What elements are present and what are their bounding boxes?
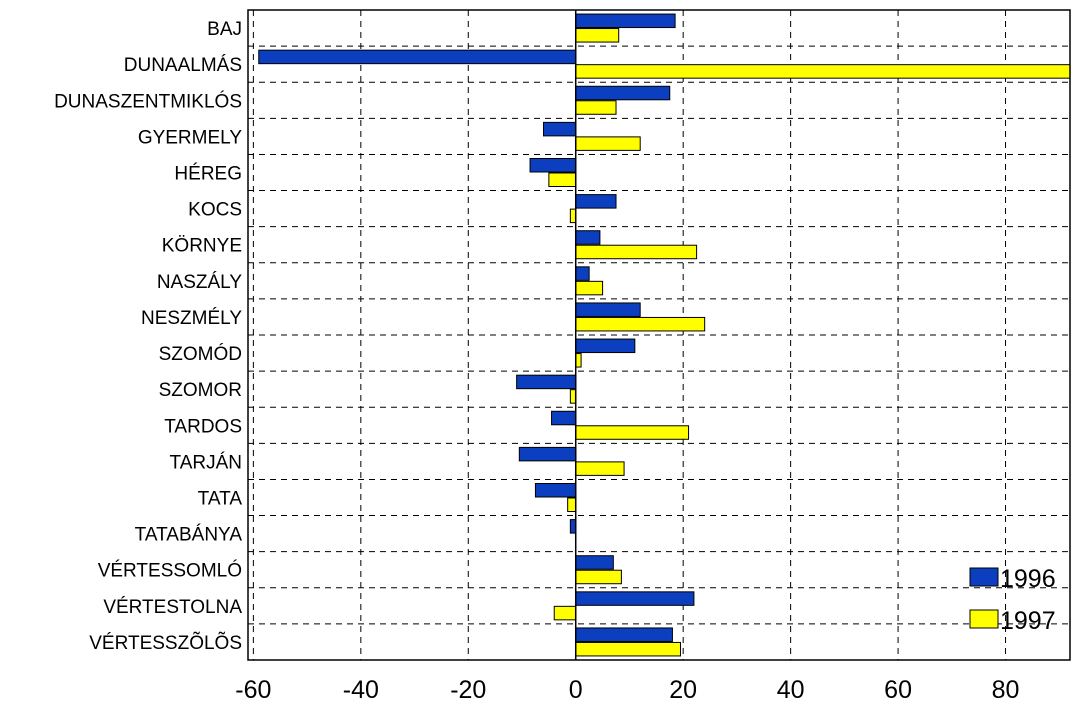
bar-1996-3 — [542, 121, 577, 137]
category-label: TATA — [198, 489, 243, 510]
bar-1996-12 — [518, 446, 577, 462]
category-label: VÉRTESSZÕLÕS — [89, 632, 242, 654]
category-label: NASZÁLY — [157, 272, 243, 293]
bar-1996-13 — [534, 483, 577, 498]
x-tick-label: 40 — [777, 676, 805, 704]
bar-1997-9 — [575, 353, 582, 368]
category-label: TARDOS — [164, 416, 242, 437]
bar-1997-7 — [575, 280, 604, 296]
x-tick-label: 60 — [884, 676, 912, 704]
bar-1996-9 — [575, 338, 636, 354]
bar-1996-17 — [575, 627, 673, 642]
category-label: SZOMÓD — [159, 343, 242, 365]
x-tick-label: 0 — [569, 676, 583, 704]
category-label: KOCS — [188, 200, 242, 221]
bar-1997-3 — [575, 136, 641, 151]
category-label: VÉRTESTOLNA — [103, 597, 242, 618]
bar-1996-1 — [258, 49, 577, 65]
legend-label-1997: 1997 — [1000, 607, 1056, 635]
category-label: TARJÁN — [170, 452, 242, 473]
category-label: HÉREG — [174, 164, 242, 185]
bar-1997-1 — [575, 64, 1071, 79]
bar-1996-8 — [575, 302, 641, 317]
category-label: KÖRNYE — [162, 236, 242, 257]
bar-1997-8 — [575, 316, 706, 332]
x-tick-label: -20 — [450, 676, 486, 704]
plot-frame — [247, 9, 1071, 661]
bar-1996-11 — [551, 410, 577, 426]
category-label: SZOMOR — [159, 380, 242, 401]
x-tick-label: -40 — [343, 676, 379, 704]
category-label: DUNASZENTMIKLÓS — [54, 90, 242, 112]
bar-1997-15 — [575, 569, 622, 585]
bar-1997-12 — [575, 461, 625, 476]
bar-1996-6 — [575, 230, 601, 245]
x-tick-label: -60 — [235, 676, 271, 704]
category-label: NESZMÉLY — [141, 308, 242, 329]
bar-1997-17 — [575, 641, 681, 657]
bar-1996-10 — [516, 374, 577, 390]
bar-1996-4 — [529, 158, 577, 173]
bar-1997-11 — [575, 425, 690, 440]
bar-1997-2 — [575, 100, 617, 115]
bar-1997-16 — [553, 605, 577, 621]
bar-1996-0 — [575, 13, 676, 29]
bar-1997-10 — [569, 389, 577, 404]
x-tick-label: 20 — [669, 676, 697, 704]
x-tick-label: 80 — [992, 676, 1020, 704]
bar-1997-0 — [575, 28, 620, 43]
category-label: DUNAALMÁS — [124, 55, 242, 76]
bar-1996-16 — [575, 591, 695, 606]
category-label: BAJ — [207, 19, 242, 40]
bar-1997-5 — [569, 208, 577, 224]
legend-swatch-1996 — [969, 567, 999, 587]
bar-1997-4 — [548, 172, 577, 187]
bar-1996-15 — [575, 555, 614, 570]
category-label: VÉRTESSOMLÓ — [98, 560, 242, 582]
bar-1997-13 — [567, 497, 577, 512]
legend-swatch-1997 — [969, 609, 999, 629]
bar-1996-14 — [569, 519, 577, 534]
bar-1996-7 — [575, 266, 590, 281]
legend-label-1996: 1996 — [1000, 565, 1056, 593]
bar-1996-5 — [575, 194, 617, 209]
category-label: TATABÁNYA — [135, 525, 243, 546]
category-label: GYERMELY — [138, 127, 243, 148]
bar-1996-2 — [575, 85, 671, 101]
bar-1997-6 — [575, 244, 698, 260]
